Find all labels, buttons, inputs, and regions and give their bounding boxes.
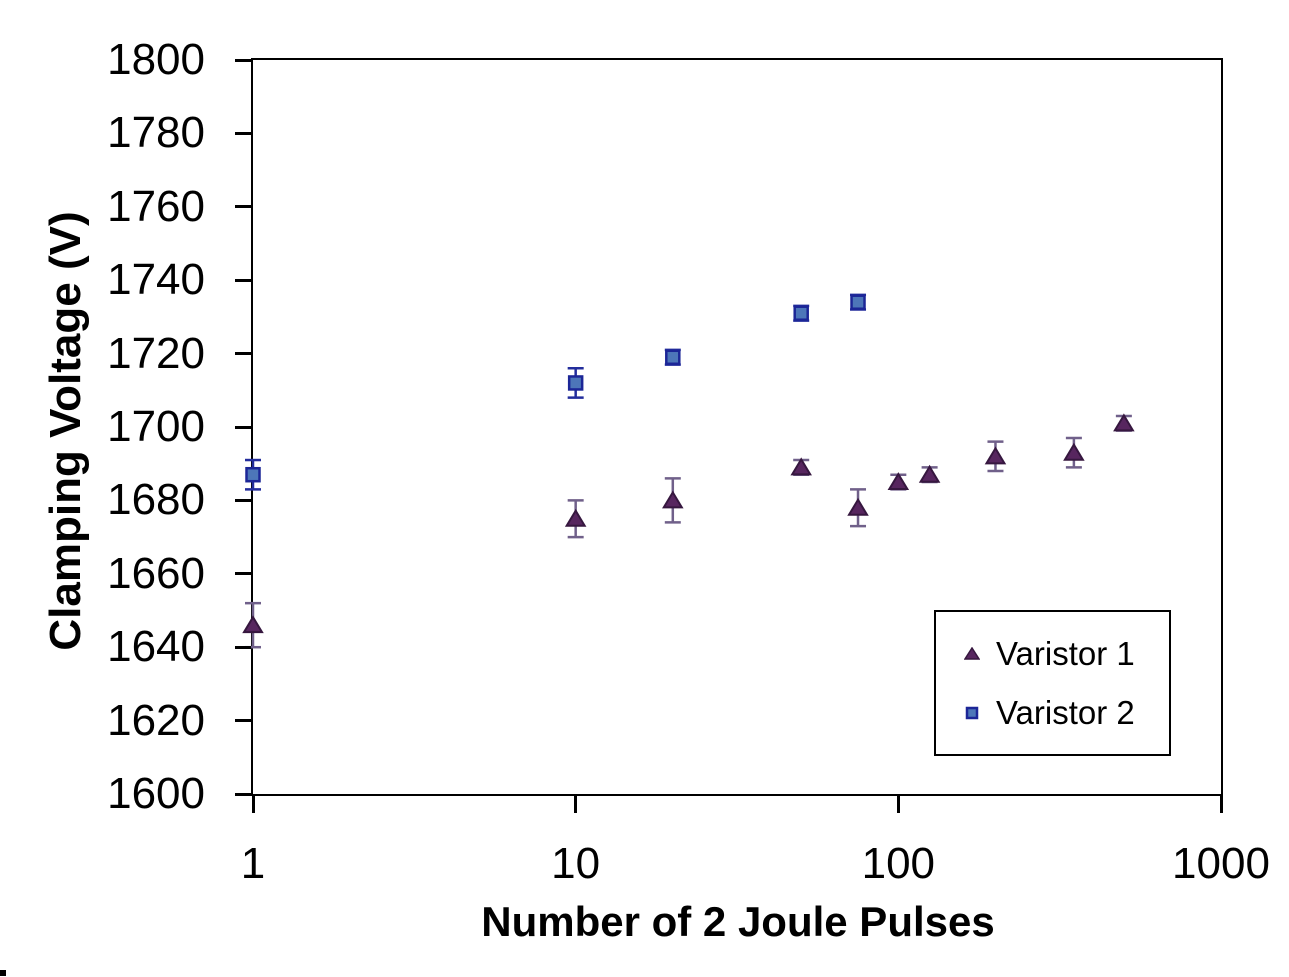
y-axis-tick <box>235 792 251 796</box>
varistor-1-data-point <box>918 464 941 483</box>
varistor-1-data-point <box>790 457 812 476</box>
screenshot-artifact-dot <box>0 970 6 976</box>
y-tick-label: 1800 <box>107 35 205 84</box>
varistor-1-data-point <box>1063 442 1085 461</box>
y-axis-tick <box>235 719 251 723</box>
x-tick-label: 1 <box>240 839 266 888</box>
y-axis-tick <box>235 131 251 135</box>
varistor-1-data-point <box>847 497 869 516</box>
varistor-1-data-point <box>662 490 684 509</box>
data-points-layer <box>242 293 1135 649</box>
varistor-2-data-point <box>850 294 866 310</box>
square-marker-icon <box>962 706 982 720</box>
x-tick-label: 10 <box>551 839 601 888</box>
varistor-1-data-point <box>984 446 1007 465</box>
legend: Varistor 1 Varistor 2 <box>934 610 1171 756</box>
y-axis-tick <box>235 278 251 282</box>
legend-label: Varistor 2 <box>996 694 1135 731</box>
x-axis-tick <box>251 796 255 813</box>
y-axis-tick <box>235 58 251 62</box>
y-axis-tick <box>235 205 251 209</box>
y-axis-tick <box>235 645 251 649</box>
x-axis-tick <box>896 796 900 813</box>
y-tick-label: 1720 <box>107 328 205 378</box>
x-tick-label: 1000 <box>1172 839 1270 888</box>
varistor-1-data-point <box>564 508 587 527</box>
varistor-1-data-point <box>1113 413 1135 432</box>
y-tick-label: 1740 <box>107 255 205 305</box>
y-tick-label: 1660 <box>107 548 205 598</box>
varistor-1-data-point <box>242 615 264 634</box>
triangle-marker-icon <box>962 647 982 660</box>
y-tick-label: 1700 <box>107 402 205 451</box>
y-axis-tick <box>235 352 251 356</box>
y-tick-label: 1620 <box>107 695 205 745</box>
varistor-2-data-point <box>793 305 809 321</box>
y-tick-label: 1600 <box>107 769 205 818</box>
y-tick-label: 1680 <box>107 475 205 525</box>
y-tick-label: 1780 <box>107 108 205 158</box>
y-axis-tick <box>235 425 251 429</box>
x-tick-label: 100 <box>861 839 936 888</box>
legend-entry-varistor-2: Varistor 2 <box>936 696 1169 729</box>
x-axis-tick <box>574 796 578 813</box>
varistor-2-data-point <box>665 349 681 366</box>
x-axis-title: Number of 2 Joule Pulses <box>481 898 995 945</box>
legend-entry-varistor-1: Varistor 1 <box>936 637 1169 670</box>
y-tick-label: 1640 <box>107 622 205 672</box>
varistor-2-data-point <box>567 375 584 391</box>
y-axis-tick <box>235 498 251 502</box>
y-tick-label: 1760 <box>107 181 205 231</box>
y-axis-tick <box>235 572 251 576</box>
varistor-1-data-point <box>887 472 910 491</box>
varistor-2-data-point <box>245 466 261 483</box>
x-axis-tick <box>1219 796 1223 813</box>
legend-label: Varistor 1 <box>996 635 1135 672</box>
